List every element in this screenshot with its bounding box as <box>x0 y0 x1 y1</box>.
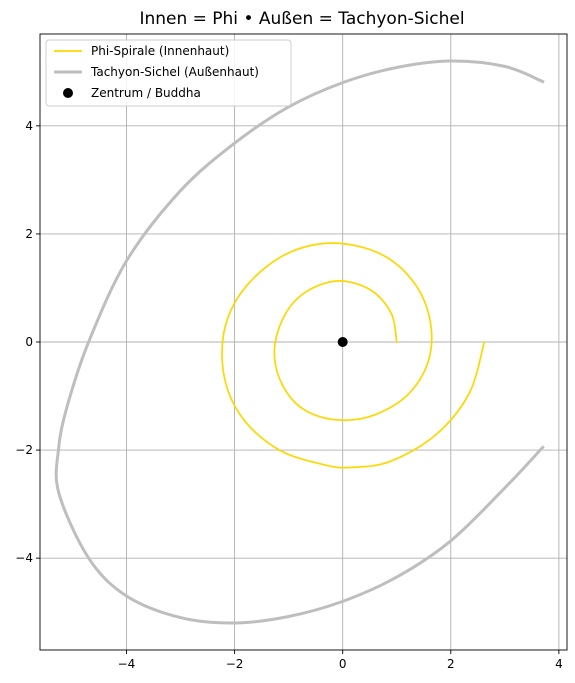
y-tick-label: −4 <box>15 551 33 565</box>
x-tick-label: −4 <box>118 657 136 671</box>
legend-swatch-2 <box>63 88 73 98</box>
x-tick-label: 2 <box>447 657 455 671</box>
x-tick-label: 0 <box>339 657 347 671</box>
legend: Phi-Spirale (Innenhaut) Tachyon-Sichel (A… <box>45 39 292 107</box>
chart-title: Innen = Phi • Außen = Tachyon-Sichel <box>139 9 464 29</box>
tick-layer: −4 −2 0 2 4 −4 −2 0 2 4 <box>15 119 562 671</box>
legend-label-0: Phi-Spirale (Innenhaut) <box>91 44 229 58</box>
y-tick-label: 4 <box>25 119 33 133</box>
series-layer <box>54 59 545 625</box>
y-tick-label: −2 <box>15 443 33 457</box>
legend-box <box>45 39 292 107</box>
series-line-0 <box>221 242 486 469</box>
series-line-1 <box>54 59 545 625</box>
scatter-point <box>337 337 348 347</box>
grid-layer <box>40 34 567 650</box>
y-tick-label: 0 <box>25 335 33 349</box>
y-tick-label: 2 <box>25 227 33 241</box>
legend-label-1: Tachyon-Sichel (Außenhaut) <box>90 65 259 79</box>
legend-label-2: Zentrum / Buddha <box>91 86 201 100</box>
x-tick-label: −2 <box>226 657 244 671</box>
x-tick-label: 4 <box>555 657 563 671</box>
